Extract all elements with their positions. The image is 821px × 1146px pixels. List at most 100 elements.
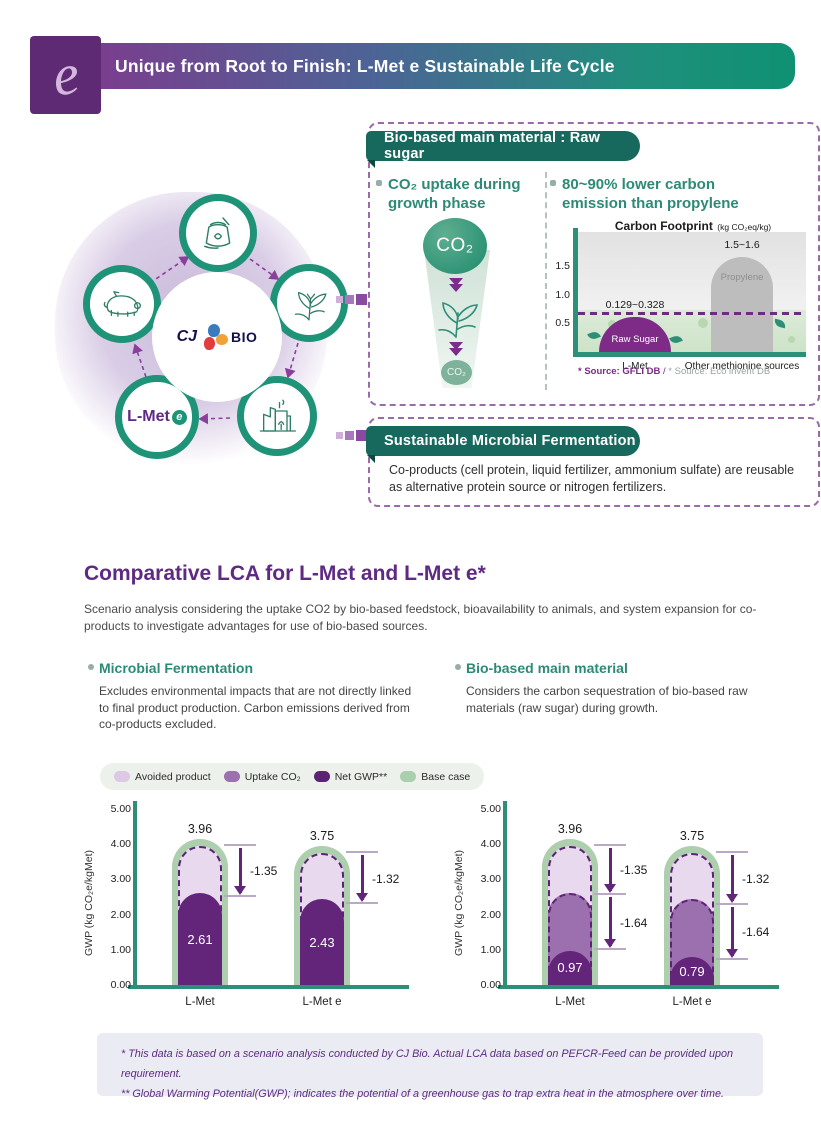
co2-small-circle: CO₂ [441,360,472,385]
carbon-chart-title: Carbon Footprint (kg CO₂eq/kg) [614,219,772,233]
reduction-arrow-head [604,938,616,948]
y-axis [573,228,578,357]
gwp-ytick: 2.00 [480,908,501,921]
dot-decoration [788,336,795,343]
carbon-chart-ytick: 1.0 [555,288,570,301]
legend-item-avoided-product: Avoided product [114,771,211,783]
reduction-arrow-line [238,847,242,893]
reduction-arrow-line [608,847,612,892]
net-gwp-value: 0.79 [679,963,705,979]
carbon-chart-dashed-line [578,311,806,315]
arrow-bottom-cap [346,902,378,905]
gwp-plot-area: 5.00 4.00 3.00 2.00 1.00 0.00 2.61 3.96 L-Met -1.… [111,801,409,1008]
header-banner: Unique from Root to Finish: L-Met e Sust… [85,43,795,89]
fermentation-banner-label: Sustainable Microbial Fermentation [384,433,636,449]
down-chevron-icon [448,342,464,356]
reduction-arrow-line [360,855,364,901]
lca-intro-text: Scenario analysis considering the uptake… [84,602,757,633]
sugar-bag-icon [203,217,231,249]
gwp-ytick: 5.00 [480,803,501,815]
arrow-top-cap [594,893,626,896]
reduction-arrow-head [726,948,738,958]
x-axis [573,352,806,357]
cj-bio-logo: CJ BIO [152,272,282,402]
reduction-value: -1.32 [372,871,400,886]
cycle-arrows [132,256,299,425]
gwp-ytick: 1.00 [110,943,131,956]
legend-item-base-case: Base case [400,771,470,783]
carbon-chart-xlabel: Other methionine sources [684,361,800,372]
reduction-arrow-head [356,893,368,903]
cj-logo-text: CJ [176,328,198,345]
reduction-value: -1.35 [620,863,648,878]
reduction-value: -1.32 [742,871,770,886]
carbon-chart-bar-label: Raw Sugar [611,334,659,345]
arrow-bottom-cap [224,895,256,897]
arrow-bottom-cap [716,957,748,960]
co2-big-circle: CO₂ [423,218,487,274]
gwp-ytick: 4.00 [480,838,501,851]
factory-icon [259,399,296,432]
microbial-fermentation-heading: Microbial Fermentation [87,660,254,676]
node-sugarcane [270,264,348,342]
legend-swatch [313,771,330,782]
carbon-chart-bar-label: Propylene [720,271,764,283]
y-axis [503,801,507,989]
reduction-value: -1.64 [620,915,648,930]
gwp-ytick: 1.00 [480,943,501,956]
reduction-arrow-line [608,897,612,946]
chart-legend: Avoided product Uptake CO₂ Net GWP** Bas… [100,763,485,790]
gwp-ytick: 0.00 [480,979,501,991]
lower-carbon-heading: 80~90% lower carbon emission than propyl… [550,175,782,213]
gwp-ytick: 2.00 [110,908,131,921]
net-gwp-value: 2.43 [309,934,335,950]
legend-item-net-gwp: Net GWP** [313,771,387,783]
reduction-arrow-head [604,884,616,894]
bio-based-body: Considers the carbon sequestration of bi… [466,684,748,715]
gwp-ytick: 3.00 [110,873,131,886]
carbon-chart-value: 0.129~0.328 [605,298,665,311]
page-title: Unique from Root to Finish: L-Met e Sust… [115,55,615,76]
fermentation-banner: Sustainable Microbial Fermentation [366,426,640,463]
node-raw-sugar [179,194,257,272]
chart-microbial-fermentation: GWP (kg CO₂e/kgMet) 5.00 4.00 3.00 2.00 1.00… [83,798,425,1012]
net-gwp-value: 0.97 [557,960,583,976]
net-gwp-bar: 0.79 [670,957,714,985]
reduction-value: -1.35 [250,864,278,879]
sugarcane-sprout-icon [438,301,479,338]
gwp-xlabel: L-Met e [302,996,342,1008]
gwp-xlabel: L-Met e [672,996,712,1008]
e-logo-letter: e [48,40,83,109]
footnote-2: ** Global Warming Potential(GWP); indica… [121,1088,724,1100]
arrow-top-cap [594,843,626,846]
total-gwp-value: 3.96 [557,821,583,836]
e-brand-logo: e [30,36,101,114]
bio-based-heading: Bio-based main material [455,660,628,676]
carbon-chart-ytick: 0.5 [555,317,570,330]
y-axis [133,801,137,989]
bio-based-banner: Bio-based main material : Raw sugar [366,130,640,168]
net-gwp-value: 2.61 [187,931,213,947]
net-gwp-bar: 0.97 [548,950,592,985]
lca-section-title: Comparative LCA for L-Met and L-Met e* [84,562,486,585]
pig-icon [103,291,141,317]
carbon-chart-bar: Propylene [711,256,773,352]
legend-swatch [114,771,130,782]
gwp-xlabel: L-Met [185,996,215,1008]
gwp-ytick: 4.00 [110,838,131,851]
arrow-top-cap [716,851,748,853]
legend-item-uptake-co2: Uptake CO₂ [223,771,301,783]
x-axis [128,985,409,989]
bio-based-banner-label: Bio-based main material : Raw sugar [384,130,601,162]
reduction-value: -1.64 [742,925,770,940]
gwp-xlabel: L-Met [555,996,585,1008]
down-chevron-icon [448,278,464,292]
leaf-icon [669,334,683,345]
carbon-chart-xlabel: L-Met [622,361,648,372]
total-gwp-value: 3.75 [679,829,705,843]
co2-uptake-heading: CO₂ uptake during growth phase [376,175,548,213]
carbon-chart-value: 1.5~1.6 [724,238,760,251]
reduction-arrow-head [726,893,738,903]
arrow-top-cap [346,851,378,853]
l-met-label: L-Met [127,408,170,425]
